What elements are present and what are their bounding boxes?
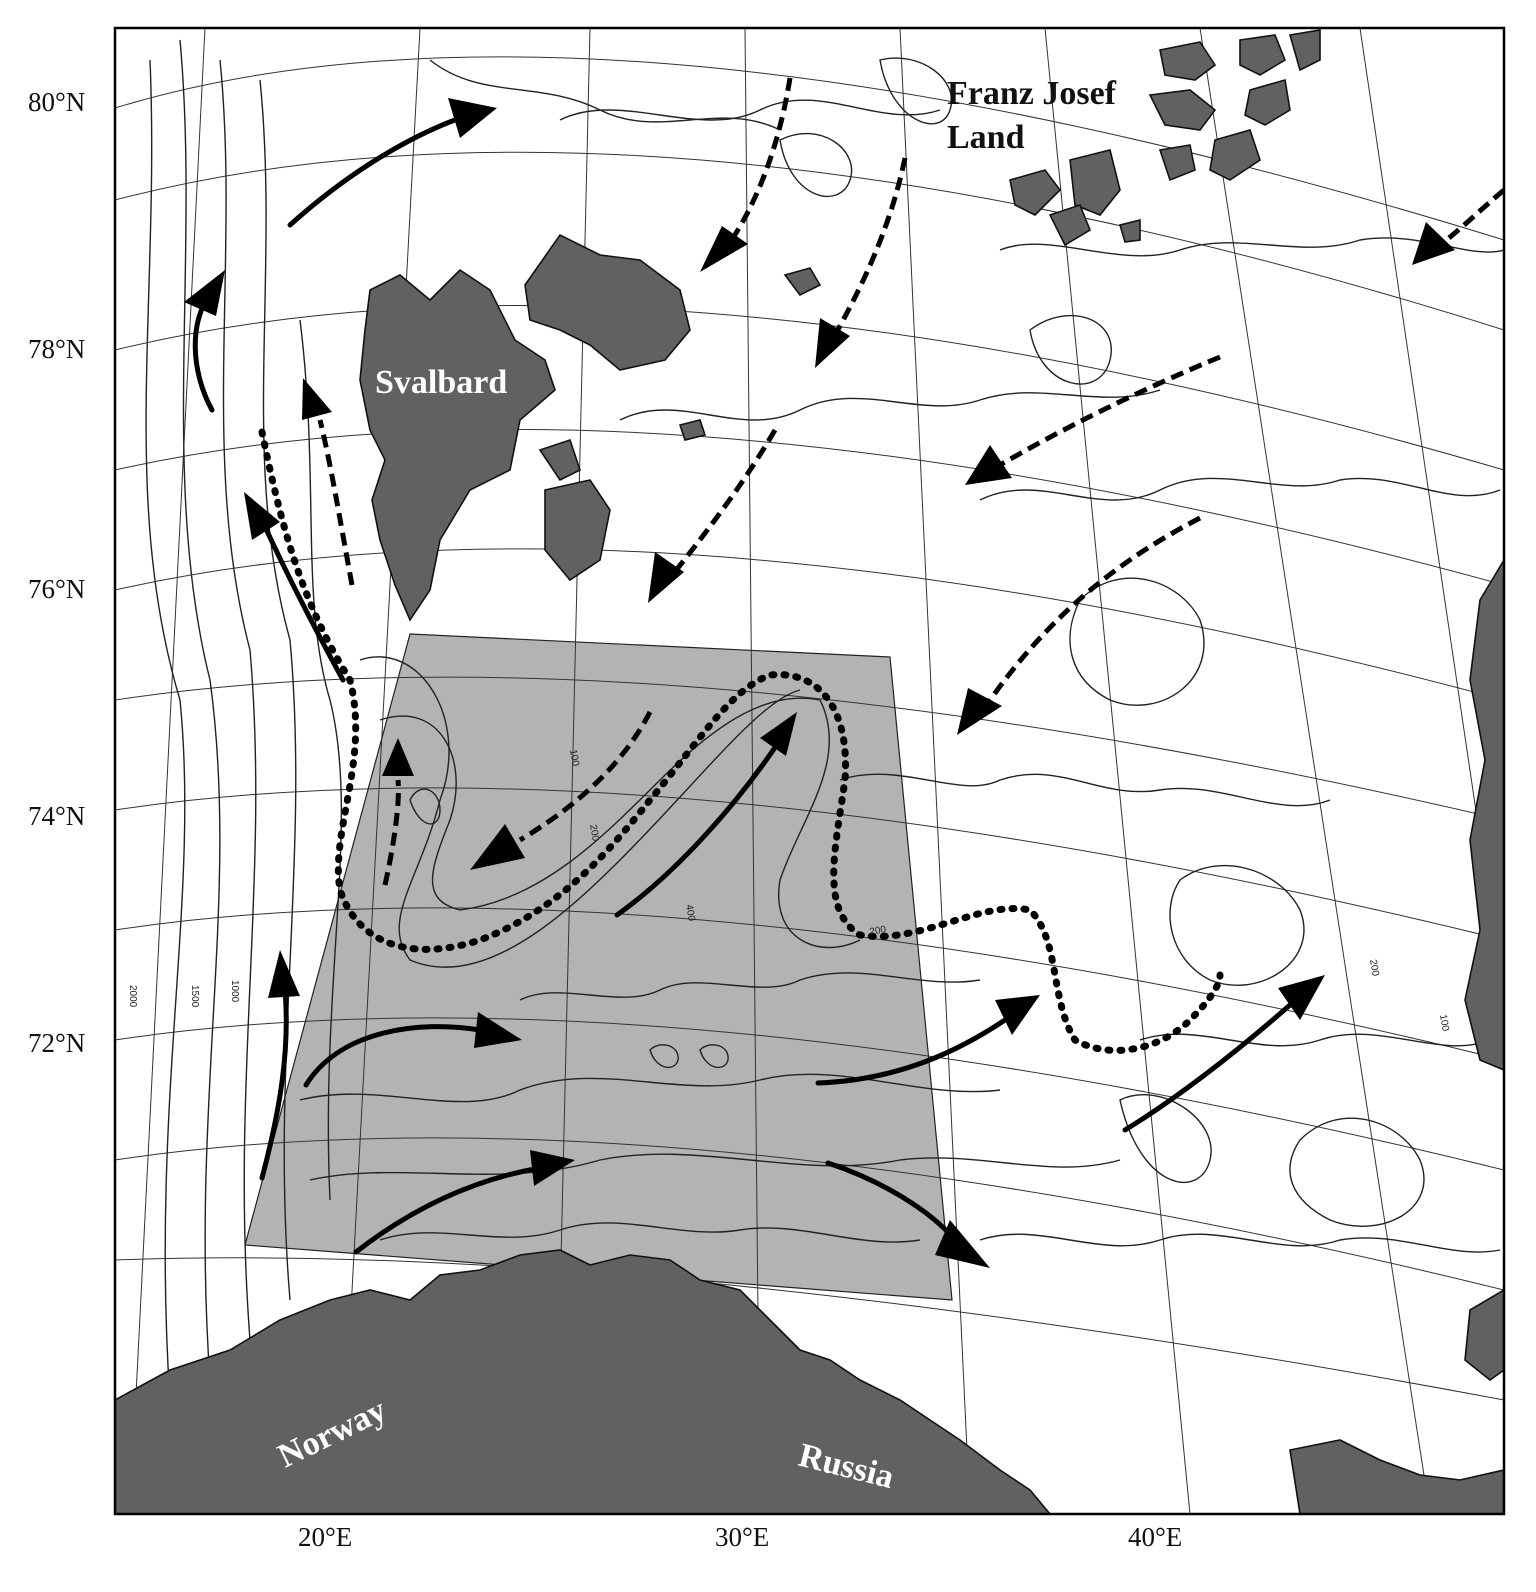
franz-josef-land-label-line1: Franz Josef <box>947 75 1117 112</box>
contour-label-400: 400 <box>683 904 697 923</box>
svalbard-island <box>359 268 556 622</box>
lon-label-20: 20°E <box>298 1522 352 1552</box>
latitude-axis-labels: 80°N 78°N 76°N 74°N 72°N <box>28 87 85 1058</box>
lon-label-30: 30°E <box>715 1522 769 1552</box>
study-area-box <box>244 633 953 1301</box>
contour-depth-labels: 2000 1500 1000 100 200 400 200 200 100 <box>127 749 1451 1033</box>
novaya-zemlya-coast <box>1464 558 1504 1071</box>
latitude-gridlines <box>115 56 1504 1401</box>
svalbard-label: Svalbard <box>375 364 507 401</box>
contour-label-1000: 1000 <box>229 980 240 1003</box>
franz-josef-land-label-line2: Land <box>947 119 1025 156</box>
mainland-norway-russia <box>115 1249 1052 1514</box>
arctic-outflow-arrows <box>302 77 1504 886</box>
longitude-axis-labels: 20°E 30°E 40°E <box>298 1522 1182 1552</box>
lon-label-40: 40°E <box>1128 1522 1182 1552</box>
contour-label-100: 100 <box>567 749 581 768</box>
franz-josef-land-islands <box>1159 41 1217 81</box>
atlantic-inflow-arrows <box>184 98 1325 1268</box>
lat-label-76: 76°N <box>28 574 85 604</box>
lat-label-74: 74°N <box>28 801 85 831</box>
contour-label-200b: 200 <box>869 924 888 938</box>
contour-label-200c: 200 <box>1367 959 1381 978</box>
contour-label-100b: 100 <box>1437 1014 1451 1033</box>
bathymetry-contours <box>145 39 1504 1401</box>
contour-label-200: 200 <box>587 824 601 843</box>
lat-label-78: 78°N <box>28 334 85 364</box>
land-masses <box>115 29 1504 1514</box>
lat-label-72: 72°N <box>28 1028 85 1058</box>
lat-label-80: 80°N <box>28 87 85 117</box>
polar-front-lines <box>258 428 1224 1054</box>
contour-label-2000: 2000 <box>127 985 138 1008</box>
contour-label-1500: 1500 <box>189 985 200 1008</box>
